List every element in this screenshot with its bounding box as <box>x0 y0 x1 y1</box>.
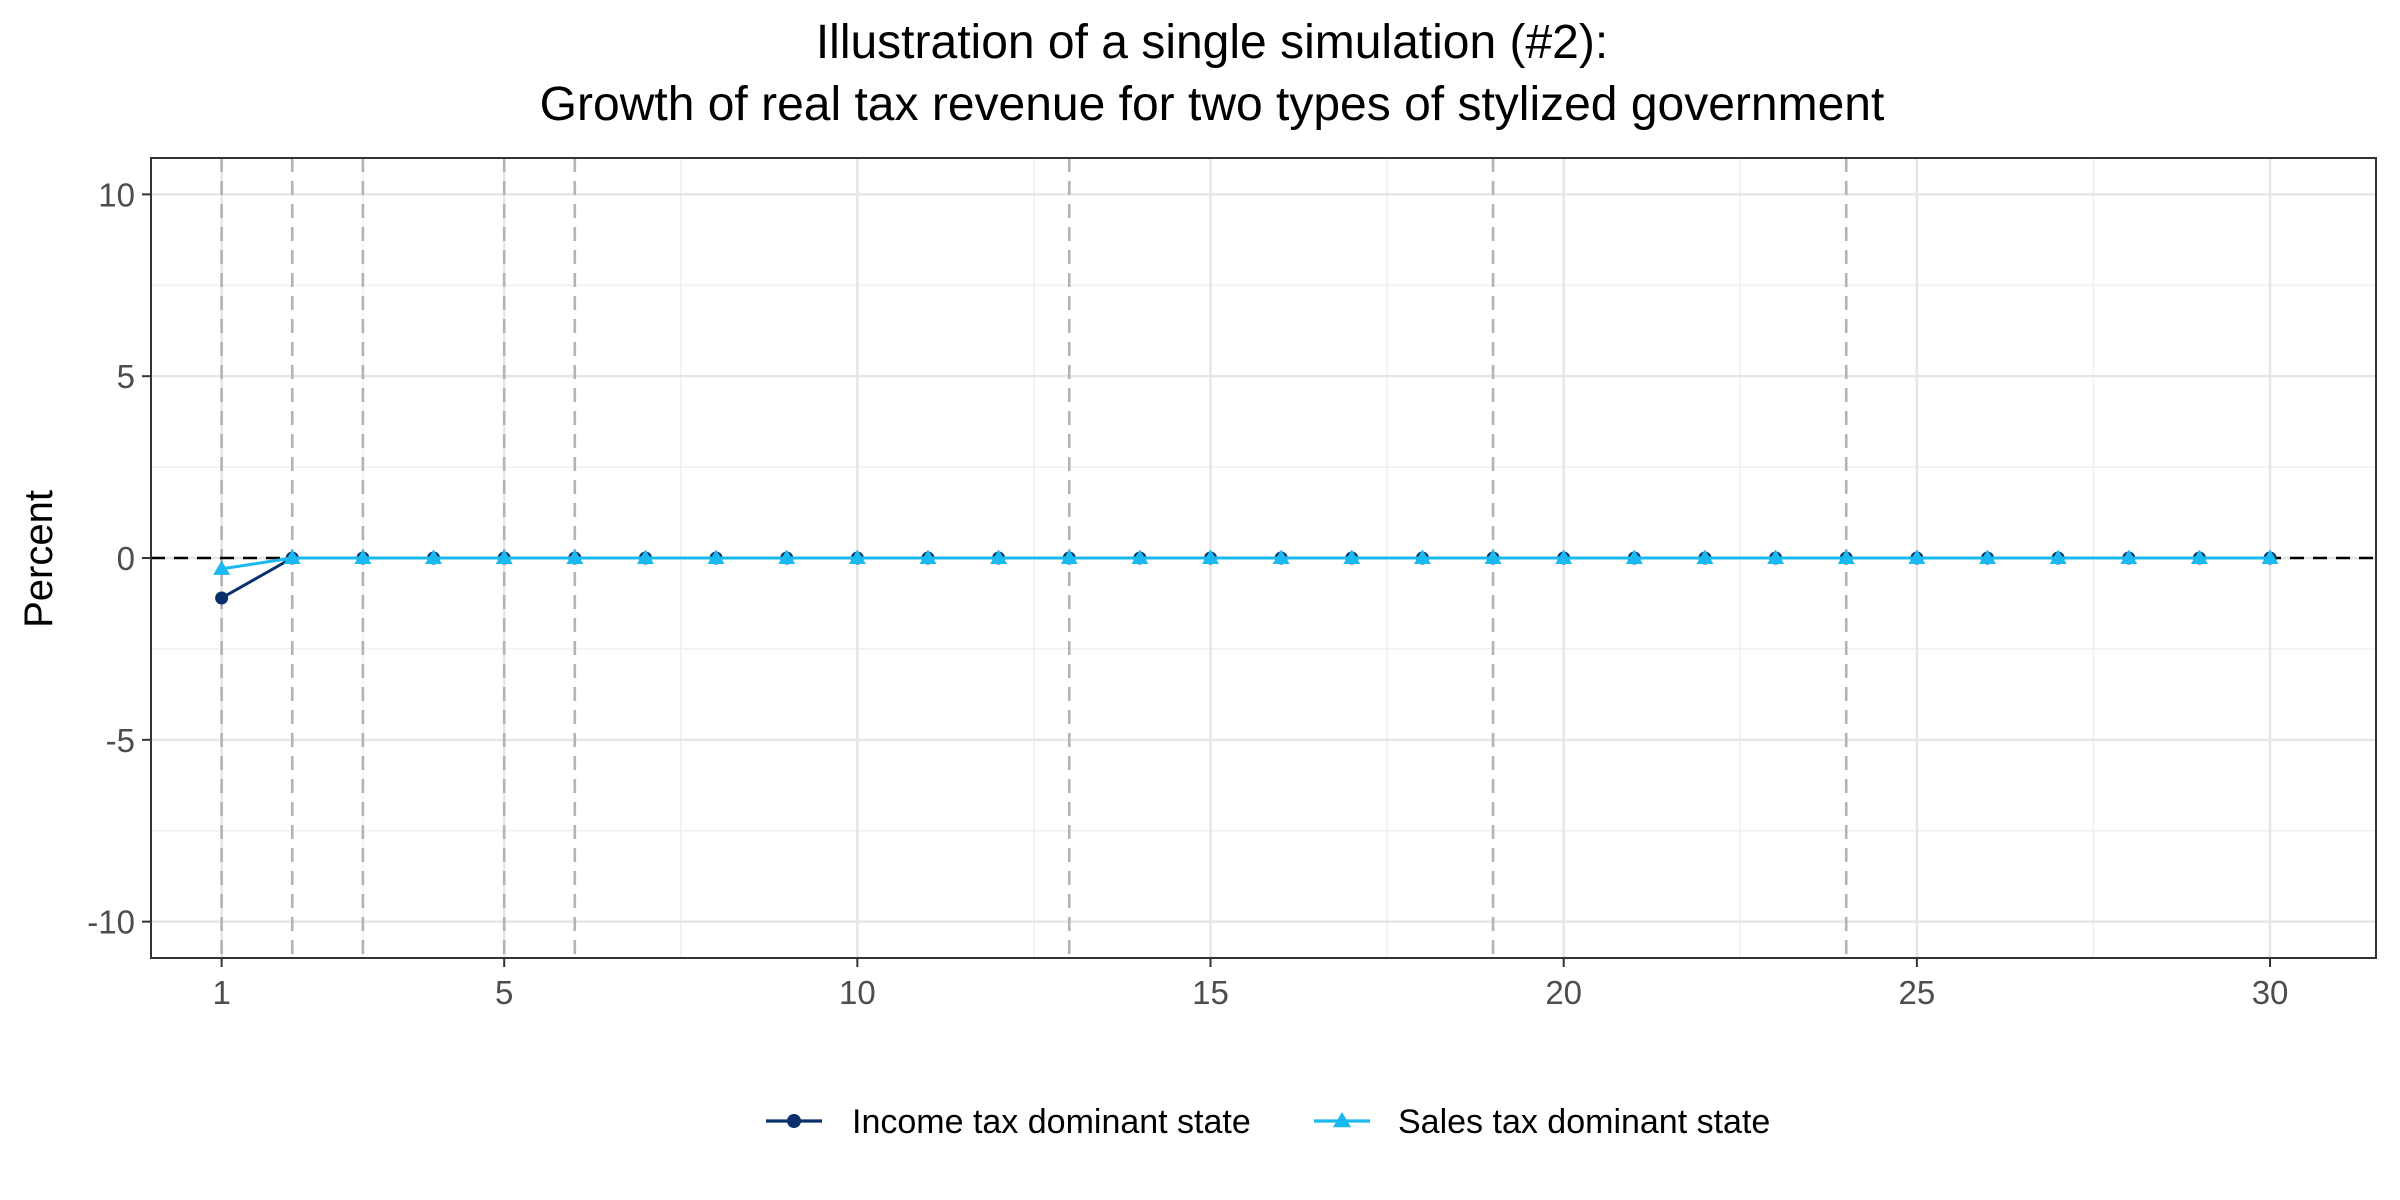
series-2-point <box>848 549 866 564</box>
y-tick-label: 0 <box>117 540 135 577</box>
x-tick-label: 5 <box>495 974 513 1011</box>
legend-key-marker-2 <box>1333 1112 1351 1128</box>
x-tick-label: 25 <box>1899 974 1936 1011</box>
series-2-point <box>636 549 654 564</box>
series-2-point <box>283 549 301 564</box>
series-2-point <box>990 549 1008 564</box>
series-2-point <box>2190 549 2208 564</box>
y-tick-label: -5 <box>106 722 135 759</box>
y-tick-label: 5 <box>117 358 135 395</box>
y-tick-label: -10 <box>87 904 135 941</box>
series-2-point <box>1131 549 1149 564</box>
series-line-2 <box>221 556 2270 571</box>
series-2-point <box>778 549 796 564</box>
series-2-point <box>495 549 513 564</box>
series-2-point <box>919 549 937 564</box>
series-2-point <box>1908 549 1926 564</box>
series-2-point <box>566 549 584 564</box>
series-2-point <box>354 549 372 564</box>
series-2-point <box>1202 549 1220 564</box>
series-2-point <box>1555 549 1573 564</box>
legend: Income tax dominant state Sales tax domin… <box>766 1103 1770 1141</box>
series-2-point <box>1837 549 1855 564</box>
series-1-point <box>215 591 229 605</box>
y-tick-label: 10 <box>98 176 135 213</box>
x-tick-label: 1 <box>212 974 230 1011</box>
series-2-point <box>1060 549 1078 564</box>
series-2-point <box>1413 549 1431 564</box>
series-2-point <box>2261 549 2279 564</box>
series-2-point <box>425 549 443 564</box>
series-2-point <box>1696 549 1714 564</box>
x-tick-label: 10 <box>839 974 876 1011</box>
series-2-point <box>1979 549 1997 564</box>
series-2-point <box>2049 549 2067 564</box>
legend-key-marker-1 <box>787 1114 801 1128</box>
legend-label-2: Sales tax dominant state <box>1398 1103 1770 1141</box>
series-2-point <box>2120 549 2138 564</box>
series-2-point <box>1484 549 1502 564</box>
x-tick-label: 15 <box>1192 974 1229 1011</box>
chart-title-line-2: Growth of real tax revenue for two types… <box>540 78 1885 131</box>
y-axis-label: Percent <box>17 490 61 628</box>
series-2-point <box>1272 549 1290 564</box>
x-tick-label: 20 <box>1545 974 1582 1011</box>
legend-label-1: Income tax dominant state <box>852 1103 1251 1141</box>
series-2-point <box>1625 549 1643 564</box>
series-2-point <box>1767 549 1785 564</box>
series-2-point <box>1343 549 1361 564</box>
series-2-point <box>707 549 725 564</box>
chart-title-line-1: Illustration of a single simulation (#2)… <box>816 16 1608 69</box>
series-2-point <box>213 560 231 575</box>
x-tick-label: 30 <box>2252 974 2289 1011</box>
